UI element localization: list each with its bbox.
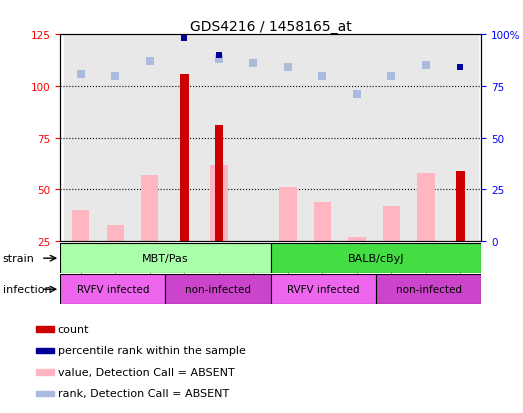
Bar xyxy=(456,171,465,242)
Bar xyxy=(314,202,331,242)
Bar xyxy=(305,35,339,242)
Text: RVFV infected: RVFV infected xyxy=(76,285,149,294)
Bar xyxy=(98,35,133,242)
Bar xyxy=(180,74,189,242)
Bar xyxy=(417,173,435,242)
Bar xyxy=(64,35,98,242)
Text: value, Detection Call = ABSENT: value, Detection Call = ABSENT xyxy=(58,367,234,377)
Bar xyxy=(408,35,443,242)
Text: strain: strain xyxy=(3,254,35,263)
Bar xyxy=(167,35,202,242)
Bar xyxy=(202,35,236,242)
Bar xyxy=(348,237,366,242)
Bar xyxy=(210,165,228,242)
Bar xyxy=(376,275,481,304)
Bar xyxy=(36,369,54,375)
Bar xyxy=(214,126,223,242)
Text: non-infected: non-infected xyxy=(395,285,461,294)
Bar xyxy=(36,391,54,396)
Text: MBT/Pas: MBT/Pas xyxy=(142,254,189,263)
Bar xyxy=(165,275,271,304)
Bar xyxy=(60,275,165,304)
Bar xyxy=(133,35,167,242)
Bar xyxy=(443,35,477,242)
Bar xyxy=(141,176,158,242)
Bar xyxy=(383,206,400,242)
Bar xyxy=(271,35,305,242)
Text: RVFV infected: RVFV infected xyxy=(287,285,359,294)
Bar xyxy=(36,348,54,353)
Text: non-infected: non-infected xyxy=(185,285,251,294)
Bar xyxy=(271,275,376,304)
Bar xyxy=(36,327,54,332)
Bar xyxy=(72,211,89,242)
Text: infection: infection xyxy=(3,285,51,294)
Bar xyxy=(279,188,297,242)
Bar xyxy=(107,225,124,242)
Text: BALB/cByJ: BALB/cByJ xyxy=(348,254,404,263)
Text: percentile rank within the sample: percentile rank within the sample xyxy=(58,346,245,356)
Text: rank, Detection Call = ABSENT: rank, Detection Call = ABSENT xyxy=(58,388,229,398)
Bar xyxy=(60,244,271,273)
Bar xyxy=(374,35,408,242)
Title: GDS4216 / 1458165_at: GDS4216 / 1458165_at xyxy=(190,20,351,34)
Bar xyxy=(339,35,374,242)
Bar xyxy=(271,244,481,273)
Bar xyxy=(236,35,271,242)
Text: count: count xyxy=(58,324,89,334)
